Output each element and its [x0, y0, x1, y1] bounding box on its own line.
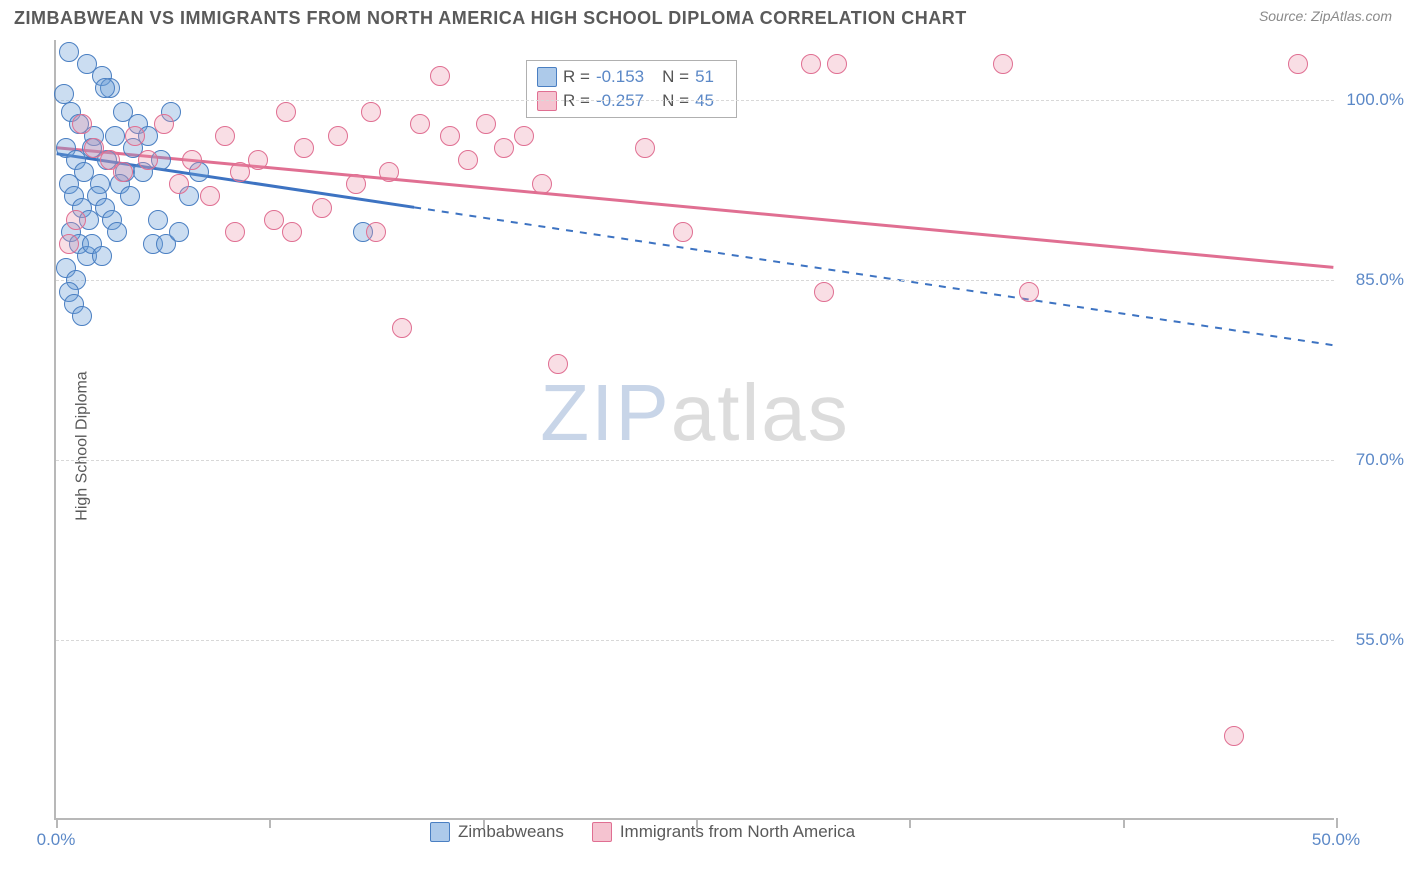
r-label: R = [563, 67, 590, 87]
scatter-point [827, 54, 847, 74]
scatter-point [92, 246, 112, 266]
scatter-point [514, 126, 534, 146]
r-value-pink: -0.257 [596, 91, 644, 111]
legend-item-immigrants: Immigrants from North America [592, 822, 855, 842]
legend-label-zimbabweans: Zimbabweans [458, 822, 564, 842]
scatter-point [1019, 282, 1039, 302]
legend-row-blue: R = -0.153 N = 51 [537, 65, 726, 89]
watermark: ZIPatlas [540, 367, 849, 459]
legend-row-pink: R = -0.257 N = 45 [537, 89, 726, 113]
scatter-point [476, 114, 496, 134]
scatter-point [230, 162, 250, 182]
y-tick-label: 55.0% [1356, 630, 1404, 650]
scatter-point [532, 174, 552, 194]
gridline [56, 280, 1334, 281]
scatter-point [814, 282, 834, 302]
scatter-point [66, 210, 86, 230]
x-tick [56, 818, 58, 828]
scatter-point [154, 114, 174, 134]
legend-swatch-pink [592, 822, 612, 842]
scatter-point [458, 150, 478, 170]
gridline [56, 460, 1334, 461]
scatter-point [225, 222, 245, 242]
scatter-point [107, 222, 127, 242]
legend-item-zimbabweans: Zimbabweans [430, 822, 564, 842]
legend-correlation-box: R = -0.153 N = 51 R = -0.257 N = 45 [526, 60, 737, 118]
scatter-point [366, 222, 386, 242]
plot-area: ZIPatlas R = -0.153 N = 51 R = -0.257 N … [54, 40, 1334, 820]
scatter-point [215, 126, 235, 146]
x-tick [269, 818, 271, 828]
source-name: ZipAtlas.com [1311, 8, 1392, 24]
legend-swatch-blue [430, 822, 450, 842]
scatter-point [361, 102, 381, 122]
scatter-point [673, 222, 693, 242]
scatter-point [120, 186, 140, 206]
scatter-point [59, 42, 79, 62]
scatter-point [138, 150, 158, 170]
scatter-point [312, 198, 332, 218]
x-tick [1336, 818, 1338, 828]
scatter-point [59, 234, 79, 254]
legend-swatch-pink [537, 91, 557, 111]
scatter-point [54, 84, 74, 104]
scatter-point [113, 162, 133, 182]
scatter-point [95, 78, 115, 98]
scatter-point [248, 150, 268, 170]
x-tick-label: 0.0% [37, 830, 76, 850]
n-label: N = [662, 67, 689, 87]
scatter-point [282, 222, 302, 242]
legend-label-immigrants: Immigrants from North America [620, 822, 855, 842]
trend-line-dashed [414, 207, 1333, 345]
gridline [56, 640, 1334, 641]
gridline [56, 100, 1334, 101]
scatter-point [276, 102, 296, 122]
r-label: R = [563, 91, 590, 111]
scatter-point [494, 138, 514, 158]
watermark-zip: ZIP [540, 368, 670, 457]
source-attribution: Source: ZipAtlas.com [1259, 8, 1392, 24]
x-tick [909, 818, 911, 828]
scatter-point [72, 114, 92, 134]
y-tick-label: 100.0% [1346, 90, 1404, 110]
scatter-point [993, 54, 1013, 74]
scatter-point [72, 306, 92, 326]
n-value-blue: 51 [695, 67, 714, 87]
scatter-point [182, 150, 202, 170]
x-tick-label: 50.0% [1312, 830, 1360, 850]
n-label: N = [662, 91, 689, 111]
r-value-blue: -0.153 [596, 67, 644, 87]
scatter-point [169, 222, 189, 242]
scatter-point [1224, 726, 1244, 746]
x-tick [1123, 818, 1125, 828]
n-value-pink: 45 [695, 91, 714, 111]
scatter-point [801, 54, 821, 74]
scatter-point [200, 186, 220, 206]
scatter-point [148, 210, 168, 230]
scatter-point [392, 318, 412, 338]
legend-swatch-blue [537, 67, 557, 87]
watermark-atlas: atlas [671, 368, 850, 457]
y-tick-label: 85.0% [1356, 270, 1404, 290]
legend-series: Zimbabweans Immigrants from North Americ… [430, 822, 855, 842]
scatter-point [430, 66, 450, 86]
scatter-point [548, 354, 568, 374]
scatter-point [346, 174, 366, 194]
scatter-point [1288, 54, 1308, 74]
scatter-point [264, 210, 284, 230]
scatter-point [379, 162, 399, 182]
scatter-point [440, 126, 460, 146]
scatter-point [294, 138, 314, 158]
y-tick-label: 70.0% [1356, 450, 1404, 470]
scatter-point [105, 126, 125, 146]
chart-title: ZIMBABWEAN VS IMMIGRANTS FROM NORTH AMER… [14, 8, 967, 29]
scatter-point [410, 114, 430, 134]
source-prefix: Source: [1259, 8, 1311, 24]
scatter-point [125, 126, 145, 146]
scatter-point [328, 126, 348, 146]
scatter-point [635, 138, 655, 158]
scatter-point [169, 174, 189, 194]
